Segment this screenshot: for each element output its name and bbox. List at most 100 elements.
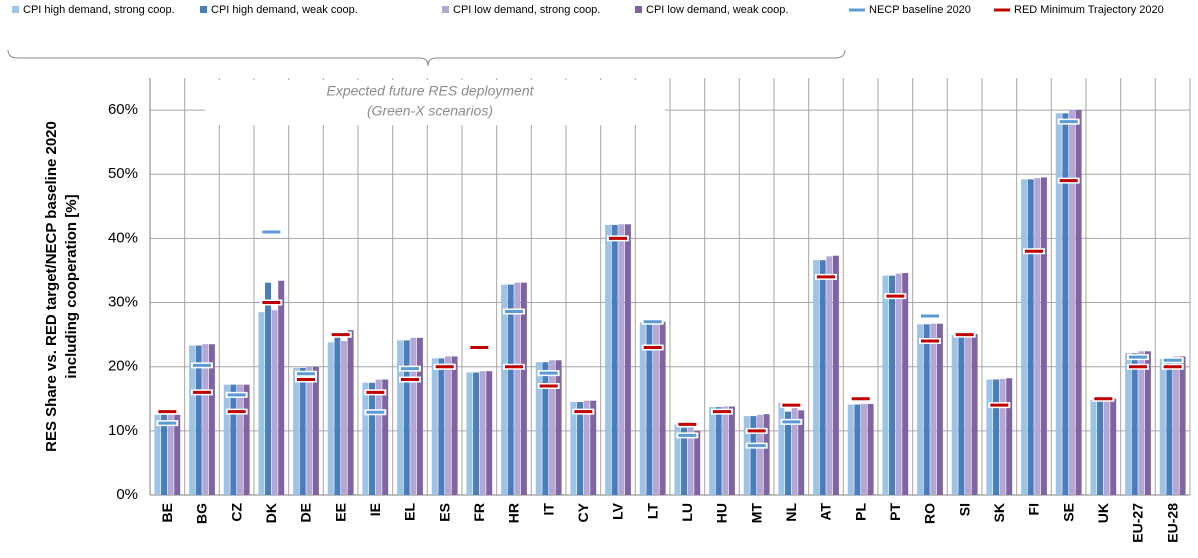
y-tick-label: 50% bbox=[108, 165, 138, 182]
bar bbox=[1179, 356, 1186, 495]
bar bbox=[334, 333, 341, 495]
bar bbox=[1075, 110, 1082, 496]
bar bbox=[791, 402, 798, 495]
bar bbox=[167, 414, 174, 495]
annotation: (Green-X scenarios) bbox=[367, 103, 493, 119]
bar bbox=[154, 414, 161, 495]
bar bbox=[709, 407, 716, 495]
bar bbox=[694, 430, 701, 495]
bar bbox=[722, 406, 729, 495]
bar bbox=[605, 224, 612, 496]
bar bbox=[902, 273, 909, 495]
legend-swatch bbox=[12, 6, 19, 13]
x-tick-label: LT bbox=[644, 503, 660, 520]
y-tick-label: 10% bbox=[108, 422, 138, 439]
bar bbox=[174, 414, 181, 495]
bar bbox=[1097, 400, 1104, 495]
bar bbox=[1166, 358, 1173, 495]
y-tick-label: 40% bbox=[108, 229, 138, 246]
bar bbox=[652, 321, 659, 495]
bar bbox=[583, 400, 590, 495]
bar bbox=[1144, 351, 1151, 495]
bar bbox=[451, 356, 458, 495]
legend-label: CPI low demand, weak coop. bbox=[646, 4, 788, 16]
y-tick-label: 20% bbox=[108, 358, 138, 375]
bar bbox=[687, 424, 694, 495]
bar bbox=[611, 224, 618, 496]
bar bbox=[763, 414, 770, 495]
bar bbox=[223, 384, 230, 495]
y-axis-label: including cooperation [%] bbox=[63, 194, 80, 378]
bar bbox=[958, 335, 965, 495]
x-tick-label: AT bbox=[818, 503, 834, 521]
bar bbox=[230, 384, 237, 495]
bar bbox=[570, 401, 577, 495]
bar bbox=[410, 337, 417, 495]
bar bbox=[756, 414, 763, 495]
x-tick-label: DE bbox=[298, 503, 314, 522]
legend-label: RED Minimum Trajectory 2020 bbox=[1014, 4, 1164, 16]
bar bbox=[265, 282, 272, 495]
bar bbox=[293, 367, 300, 495]
x-tick-label: ES bbox=[436, 503, 452, 522]
legend-label: CPI high demand, weak coop. bbox=[211, 4, 358, 16]
bar bbox=[271, 310, 278, 495]
bar bbox=[438, 358, 445, 495]
bar bbox=[964, 333, 971, 495]
x-tick-label: PT bbox=[887, 503, 903, 521]
bar bbox=[507, 284, 514, 495]
bar bbox=[798, 410, 805, 495]
bar bbox=[750, 416, 757, 495]
x-tick-label: EU-27 bbox=[1130, 503, 1146, 543]
bar bbox=[1090, 400, 1097, 495]
bar bbox=[431, 358, 438, 495]
x-tick-label: EU-28 bbox=[1164, 503, 1180, 543]
bar bbox=[479, 371, 486, 495]
bar bbox=[306, 366, 313, 495]
x-tick-label: CY bbox=[575, 502, 591, 522]
bar bbox=[278, 280, 285, 495]
x-tick-label: SK bbox=[991, 503, 1007, 522]
bar bbox=[362, 382, 369, 495]
bar bbox=[312, 366, 319, 495]
bar bbox=[347, 330, 354, 495]
bar bbox=[778, 402, 785, 495]
bar bbox=[639, 322, 646, 495]
bar bbox=[728, 406, 735, 495]
x-tick-label: CZ bbox=[228, 503, 244, 522]
x-tick-label: FI bbox=[1026, 503, 1042, 515]
x-tick-label: FR bbox=[471, 503, 487, 522]
bar bbox=[999, 378, 1006, 495]
x-tick-label: NL bbox=[783, 503, 799, 522]
x-tick-label: BE bbox=[159, 503, 175, 522]
x-tick-label: IE bbox=[367, 503, 383, 516]
bar bbox=[236, 384, 243, 495]
bar bbox=[1159, 358, 1166, 495]
x-tick-label: SI bbox=[956, 503, 972, 516]
bar bbox=[202, 344, 209, 495]
x-tick-label: LV bbox=[610, 502, 626, 520]
bar bbox=[659, 321, 666, 495]
bar bbox=[340, 341, 347, 495]
legend-label: CPI low demand, strong coop. bbox=[453, 4, 600, 16]
bar bbox=[466, 372, 473, 495]
legend-label: CPI high demand, strong coop. bbox=[23, 4, 175, 16]
bar bbox=[486, 371, 493, 495]
bar bbox=[832, 255, 839, 495]
bar bbox=[930, 323, 937, 495]
bar bbox=[195, 345, 202, 495]
x-tick-label: SE bbox=[1060, 503, 1076, 522]
bar bbox=[1034, 178, 1041, 495]
annotation-bg bbox=[205, 80, 665, 125]
bar bbox=[189, 345, 196, 495]
y-tick-label: 60% bbox=[108, 101, 138, 118]
bar bbox=[923, 324, 930, 495]
bar bbox=[555, 360, 562, 495]
bar bbox=[1040, 177, 1047, 495]
bar bbox=[1103, 398, 1110, 495]
bar bbox=[382, 379, 389, 495]
bar bbox=[577, 401, 584, 495]
bar bbox=[618, 224, 625, 496]
bar bbox=[715, 407, 722, 495]
